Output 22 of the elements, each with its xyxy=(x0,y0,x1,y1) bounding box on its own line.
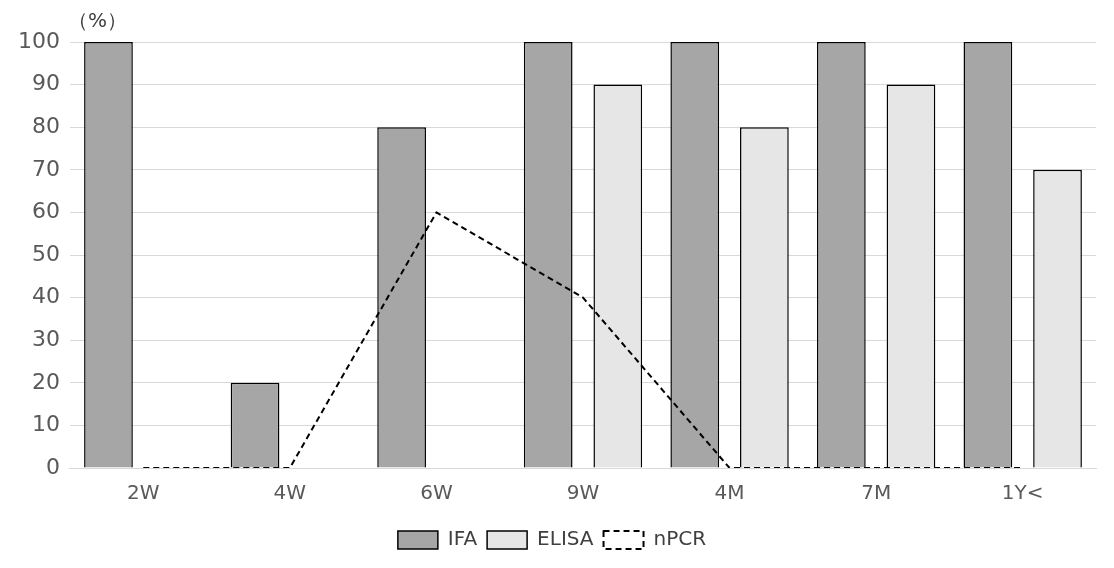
x-tick-label: 4M xyxy=(714,480,745,505)
x-tick-label: 2W xyxy=(127,480,160,505)
y-tick-label: 80 xyxy=(31,112,60,138)
x-tick-label: 4W xyxy=(273,480,307,505)
y-tick-label: 0 xyxy=(45,453,60,479)
y-axis-title: （%） xyxy=(68,8,128,33)
y-tick-label: 10 xyxy=(31,411,60,437)
legend-label: ELISA xyxy=(537,526,594,551)
y-tick-label: 60 xyxy=(31,198,60,224)
y-tick-label: 100 xyxy=(17,27,60,53)
legend-label: nPCR xyxy=(653,526,707,551)
x-tick-label: 6W xyxy=(420,480,453,505)
x-tick-label: 1Y< xyxy=(1001,480,1044,505)
y-tick-label: 50 xyxy=(31,240,60,266)
x-tick-label: 9W xyxy=(566,480,600,505)
y-tick-label: 70 xyxy=(31,155,60,181)
y-tick-label: 30 xyxy=(31,325,60,351)
legend-label: IFA xyxy=(447,526,478,551)
x-tick-label: 7M xyxy=(861,480,892,505)
y-tick-label: 90 xyxy=(31,70,60,96)
y-tick-label: 40 xyxy=(31,283,60,309)
y-tick-label: 20 xyxy=(31,368,60,394)
